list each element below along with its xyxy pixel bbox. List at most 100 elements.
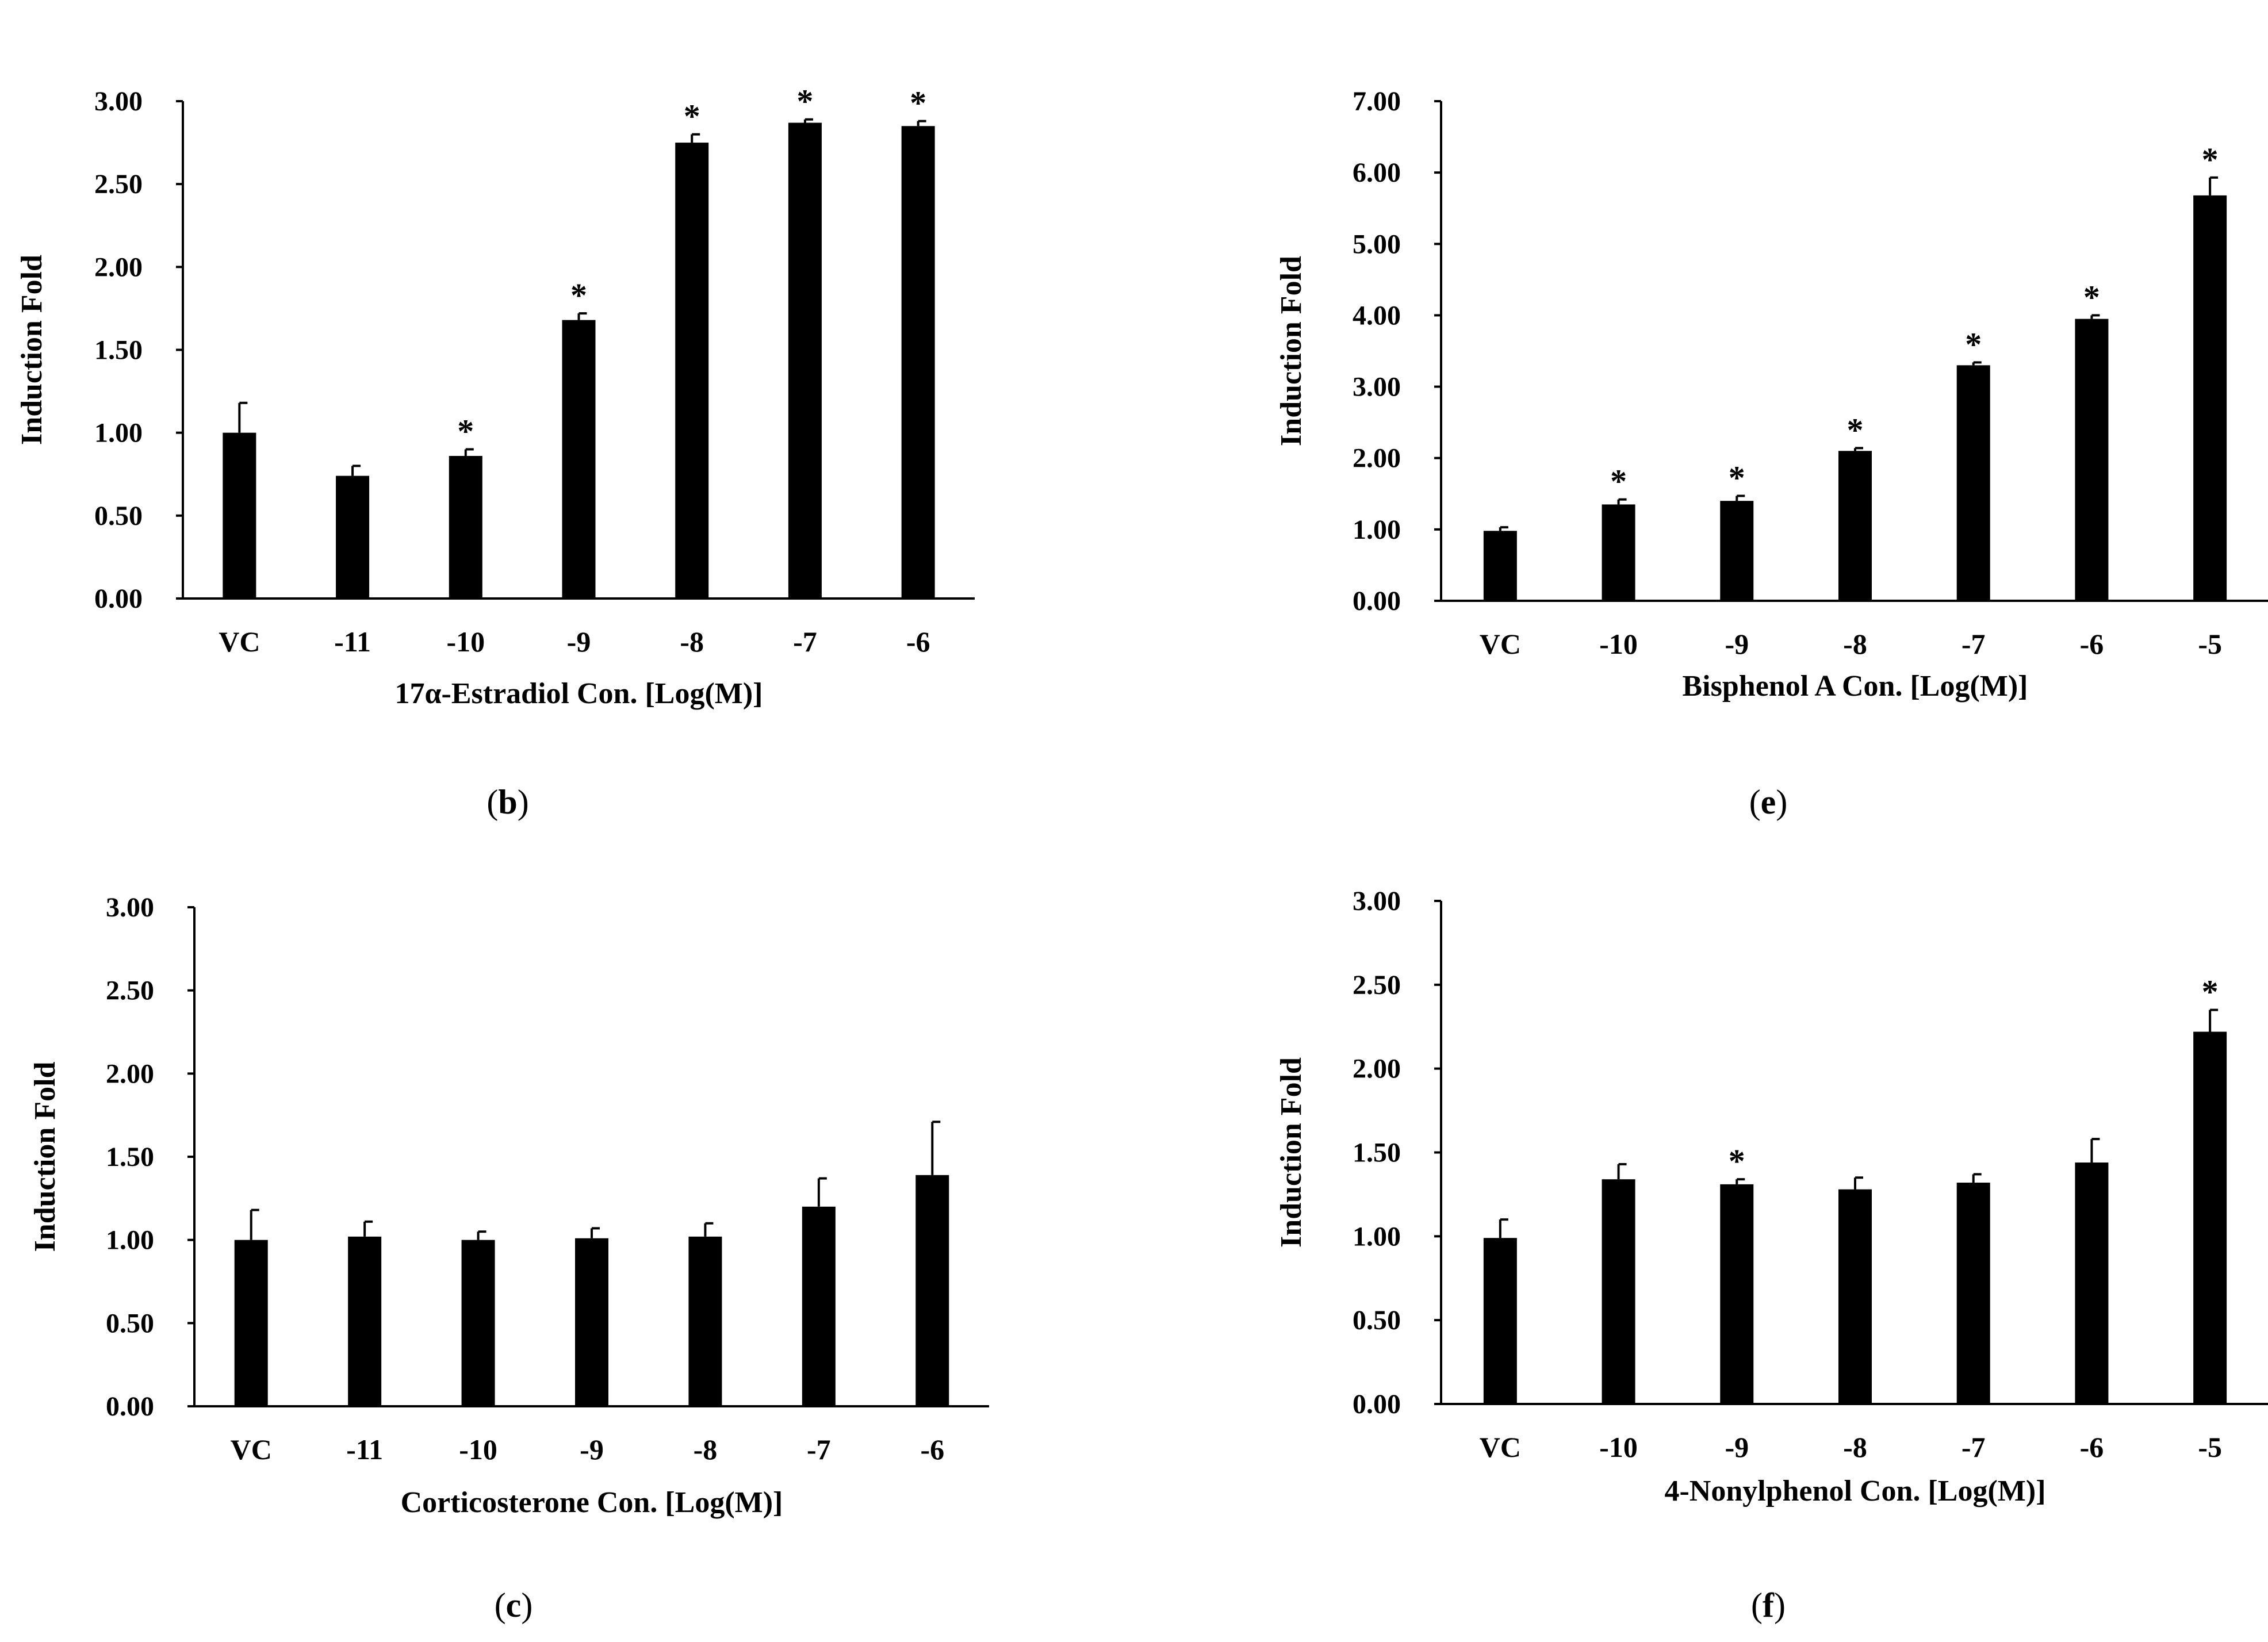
- y-tick-label: 2.50: [94, 169, 143, 200]
- panel-label-letter: f: [1763, 1586, 1775, 1624]
- y-tick-label: 1.00: [1353, 515, 1401, 545]
- y-tick-label: 0.50: [106, 1308, 154, 1338]
- panel-label: (e): [1749, 783, 1788, 821]
- panel-label: (b): [486, 783, 528, 821]
- significance-marker: *: [2202, 141, 2219, 178]
- x-tick-label: VC: [1480, 1431, 1521, 1463]
- bar: [2075, 1163, 2109, 1404]
- panel-label-close: ): [1774, 1586, 1786, 1624]
- chart-panel-b: 0.00 0.50 1.00 1.50 2.00 2.50 3.00 VC -11 * -10 * -9…: [16, 83, 975, 821]
- panel-label: (c): [495, 1586, 533, 1624]
- panel-label-open: (: [1749, 783, 1761, 821]
- y-tick-label: 2.00: [1353, 443, 1401, 474]
- x-tick-label: -8: [1843, 1431, 1867, 1463]
- bar: [348, 1236, 382, 1406]
- significance-marker: *: [1847, 411, 1864, 448]
- x-tick-label: -10: [446, 626, 485, 658]
- bar: [562, 320, 596, 599]
- x-tick-label: -7: [793, 626, 817, 658]
- significance-marker: *: [1729, 1142, 1745, 1180]
- x-tick-label: -11: [334, 626, 371, 658]
- y-axis-title: Induction Fold: [29, 1061, 62, 1252]
- panel-label-close: ): [1776, 783, 1787, 821]
- panel-label-open: (: [1751, 1586, 1763, 1624]
- y-tick-label: 7.00: [1353, 86, 1401, 117]
- bar: [223, 432, 256, 599]
- y-tick-label: 2.00: [1353, 1054, 1401, 1084]
- y-tick-label: 0.50: [94, 501, 143, 531]
- bar: [1720, 501, 1754, 601]
- x-tick-label: -8: [680, 626, 704, 658]
- x-tick-label: -6: [2080, 628, 2104, 660]
- significance-marker: *: [570, 277, 587, 314]
- bar: [788, 122, 822, 599]
- bar: [915, 1175, 949, 1406]
- significance-marker: *: [684, 98, 700, 135]
- y-tick-label: 1.50: [94, 335, 143, 366]
- significance-marker: *: [1729, 459, 1745, 497]
- significance-marker: *: [1965, 325, 1982, 363]
- y-axis-title: Induction Fold: [16, 255, 48, 445]
- bar: [234, 1240, 268, 1406]
- x-tick-label: -10: [459, 1433, 497, 1465]
- y-tick-label: 2.00: [106, 1058, 154, 1089]
- panel-label: (f): [1751, 1586, 1786, 1624]
- x-tick-label: -5: [2198, 628, 2222, 660]
- y-tick-label: 1.50: [106, 1142, 154, 1172]
- bar: [2075, 319, 2109, 601]
- bar: [1956, 365, 1990, 601]
- bar: [1720, 1184, 1754, 1404]
- y-tick-label: 3.00: [1353, 886, 1401, 916]
- x-tick-label: -6: [906, 626, 930, 658]
- y-axis-title: Induction Fold: [1275, 256, 1308, 446]
- y-tick-label: 1.00: [94, 418, 143, 448]
- x-axis-title: Corticosterone Con. [Log(M)]: [401, 1486, 783, 1519]
- y-tick-label: 0.00: [1353, 586, 1401, 616]
- x-tick-label: -9: [1725, 628, 1749, 660]
- x-tick-label: -6: [920, 1433, 944, 1465]
- x-tick-label: -7: [1961, 628, 1986, 660]
- x-tick-label: -11: [346, 1433, 383, 1465]
- x-tick-label: -6: [2080, 1431, 2104, 1463]
- x-tick-label: -9: [1725, 1431, 1749, 1463]
- x-tick-label: -9: [567, 626, 591, 658]
- bar: [802, 1206, 836, 1406]
- y-tick-label: 2.00: [94, 252, 143, 282]
- panel-label-letter: c: [506, 1586, 522, 1624]
- panel-label-open: (: [495, 1586, 506, 1624]
- x-tick-label: -10: [1599, 628, 1638, 660]
- x-tick-label: -10: [1599, 1431, 1638, 1463]
- y-tick-label: 3.00: [94, 86, 143, 117]
- panel-label-close: ): [518, 783, 529, 821]
- chart-panel-f: 0.00 0.50 1.00 1.50 2.00 2.50 3.00 VC -10 * -9 -8 -7…: [1275, 886, 2268, 1624]
- significance-marker: *: [1610, 463, 1627, 500]
- x-tick-label: VC: [219, 626, 260, 658]
- panel-label-open: (: [486, 783, 498, 821]
- panel-label-letter: e: [1761, 783, 1776, 821]
- x-axis-title: Bisphenol A Con. [Log(M)]: [1683, 670, 2028, 703]
- x-tick-label: -7: [807, 1433, 831, 1465]
- significance-marker: *: [796, 83, 813, 120]
- y-tick-label: 0.50: [1353, 1305, 1401, 1336]
- y-tick-label: 2.50: [1353, 970, 1401, 1000]
- y-tick-label: 2.50: [106, 976, 154, 1006]
- y-tick-label: 1.00: [106, 1225, 154, 1256]
- bar: [1838, 1189, 1872, 1404]
- chart-panel-e: 0.00 1.00 2.00 3.00 4.00 5.00 6.00 7.00 VC * -10 * -…: [1275, 86, 2268, 821]
- significance-marker: *: [2083, 278, 2100, 316]
- bar: [675, 143, 709, 599]
- y-tick-label: 6.00: [1353, 158, 1401, 188]
- panel-label-close: ): [521, 1586, 532, 1624]
- bar: [901, 126, 935, 599]
- panel-label-letter: b: [498, 783, 517, 821]
- x-axis-title: 17α-Estradiol Con. [Log(M)]: [395, 677, 763, 710]
- x-tick-label: -9: [580, 1433, 604, 1465]
- significance-marker: *: [457, 413, 474, 450]
- bar: [336, 475, 370, 599]
- bar: [575, 1238, 608, 1406]
- bar: [2193, 1031, 2227, 1404]
- x-tick-label: -8: [1843, 628, 1867, 660]
- y-axis-title: Induction Fold: [1275, 1057, 1308, 1248]
- y-tick-label: 3.00: [1353, 372, 1401, 402]
